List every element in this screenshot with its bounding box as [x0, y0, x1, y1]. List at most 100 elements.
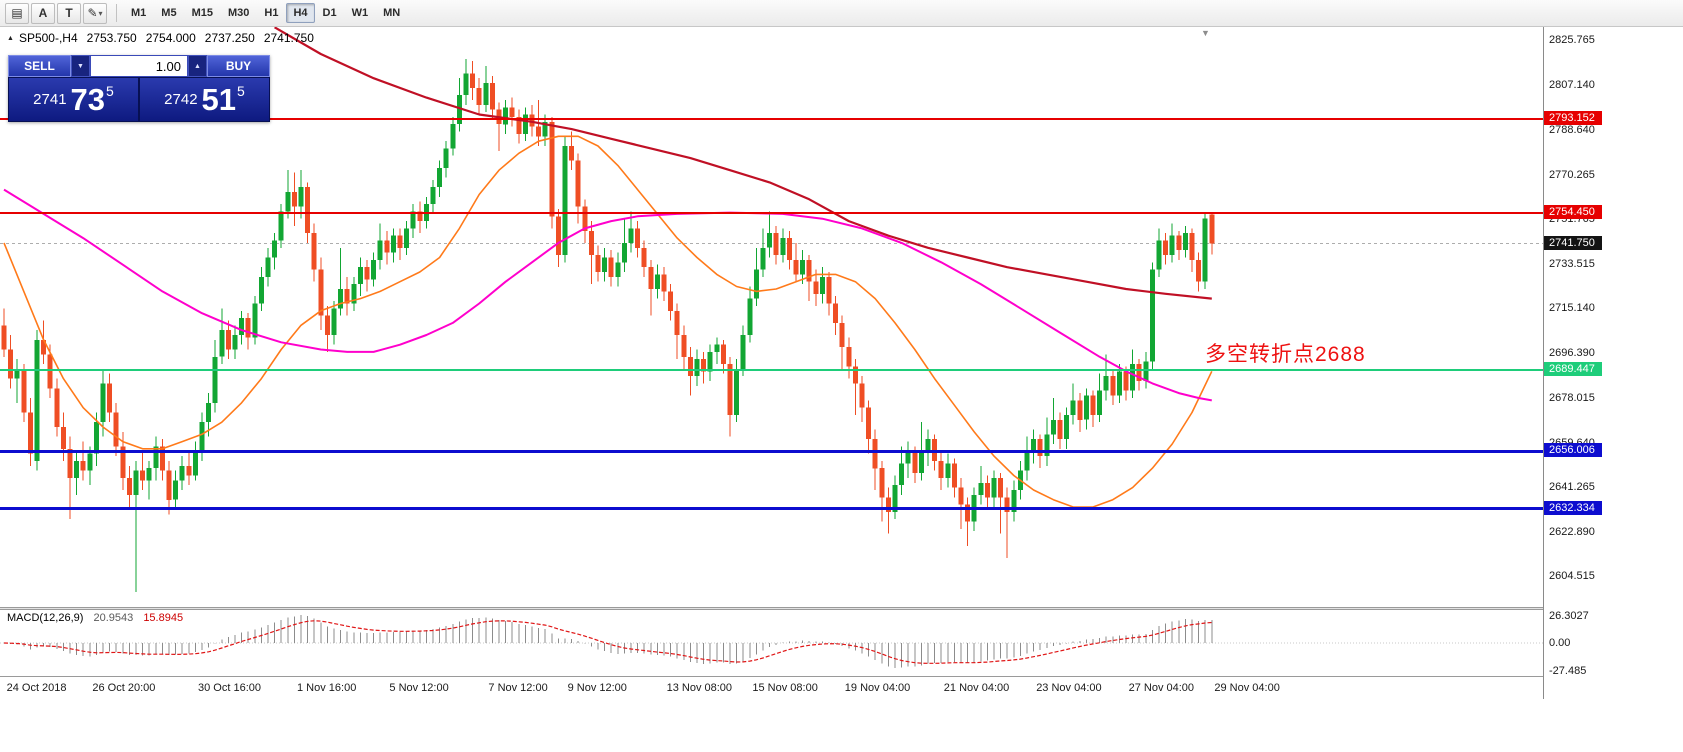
candle	[1024, 436, 1030, 481]
candle	[998, 473, 1004, 534]
candle	[569, 131, 575, 171]
candle	[258, 267, 264, 311]
candle	[199, 412, 205, 461]
macd-axis-label: 0.00	[1549, 637, 1571, 649]
candle	[331, 301, 337, 345]
volume-decrease-button[interactable]: ▼	[71, 55, 90, 77]
ohlc-open-value: 2753.750	[86, 31, 137, 45]
price-axis[interactable]: 2825.765 2807.140 2788.640 2770.265 2751.765…	[1543, 27, 1683, 699]
timeframe-toolbar: M1 M5 M15 M30 H1 H4 D1 W1 MN	[124, 3, 408, 23]
one-click-trading-panel: SELL ▼ ▲ BUY 2741 73 5 2742 51 5	[8, 55, 270, 122]
candle	[371, 252, 377, 287]
candle	[701, 351, 707, 384]
main-chart-canvas[interactable]	[0, 26, 1543, 607]
candle	[443, 141, 449, 178]
candle	[555, 209, 561, 268]
candle	[516, 109, 522, 144]
pane-splitter[interactable]	[0, 607, 1683, 610]
candle	[978, 465, 984, 505]
candle	[1011, 480, 1017, 522]
candle	[265, 247, 271, 287]
candle	[806, 255, 812, 302]
candle	[740, 325, 746, 377]
candle	[859, 376, 865, 423]
chart-shift-marker-icon[interactable]: ▼	[1201, 28, 1210, 38]
candle	[1070, 383, 1076, 425]
volume-increase-button[interactable]: ▲	[188, 55, 207, 77]
timeframe-button-m15[interactable]: M15	[191, 7, 213, 19]
timeframe-button-d1[interactable]: D1	[322, 7, 337, 19]
time-axis-label: 21 Nov 04:00	[943, 682, 1010, 694]
candle	[364, 259, 370, 292]
volume-input[interactable]	[90, 55, 188, 77]
candle	[357, 257, 363, 297]
sell-button[interactable]: SELL	[8, 55, 71, 77]
draw-tool-dropdown-icon[interactable]: ✎ ▾	[83, 2, 107, 24]
timeframe-button-w1[interactable]: W1	[351, 7, 369, 19]
candle	[179, 456, 185, 490]
text-frame-t-icon[interactable]: T	[57, 2, 81, 24]
candle	[813, 269, 819, 306]
candle	[1209, 213, 1215, 255]
time-axis-label: 29 Nov 04:00	[1214, 682, 1280, 694]
candle	[166, 461, 172, 515]
candle	[1, 308, 7, 357]
sell-price-superscript: 5	[106, 82, 114, 99]
candle	[1189, 228, 1195, 272]
candle	[1083, 388, 1089, 430]
candle	[925, 429, 931, 466]
price-axis-label: 2604.515	[1549, 570, 1595, 582]
macd-axis-label: 26.3027	[1549, 609, 1589, 622]
timeframe-button-m5[interactable]: M5	[161, 7, 177, 19]
price-axis-label: 2788.640	[1549, 123, 1595, 136]
candle	[582, 199, 588, 243]
buy-button[interactable]: BUY	[207, 55, 270, 77]
candle	[833, 296, 839, 335]
candle	[173, 470, 179, 510]
price-axis-label: 2770.265	[1549, 168, 1595, 181]
candle	[252, 296, 258, 345]
chart-annotation-text: 多空转折点2688	[1205, 343, 1366, 366]
candle	[87, 446, 93, 486]
candle	[674, 303, 680, 360]
candle	[285, 170, 291, 219]
time-axis-label: 24 Oct 2018	[6, 682, 67, 694]
candle	[146, 461, 152, 500]
text-label-a-icon[interactable]: A	[31, 2, 55, 24]
candle	[272, 233, 278, 270]
candle	[839, 315, 845, 369]
timeframe-button-m30[interactable]: M30	[227, 7, 250, 19]
candle	[232, 325, 238, 360]
timeframe-button-mn[interactable]: MN	[383, 7, 401, 19]
chart-symbol-header: ▲ SP500-,H4 2753.750 2754.000 2737.250 2…	[7, 31, 323, 45]
buy-price-display[interactable]: 2742 51 5	[140, 78, 269, 121]
candle	[1176, 230, 1182, 260]
candle	[635, 221, 641, 258]
candle	[991, 470, 997, 507]
price-axis-label: 2696.390	[1549, 347, 1595, 360]
price-axis-label: 2715.140	[1549, 302, 1595, 314]
candle	[773, 226, 779, 265]
time-axis[interactable]: 24 Oct 2018 26 Oct 20:00 30 Oct 16:00 1 Nov…	[0, 677, 1543, 699]
timeframe-button-h1[interactable]: H1	[264, 7, 279, 19]
candle	[437, 160, 443, 197]
timeframe-button-m1[interactable]: M1	[131, 7, 147, 19]
sell-price-display[interactable]: 2741 73 5	[9, 78, 138, 121]
candle	[470, 61, 476, 100]
time-axis-label: 19 Nov 04:00	[844, 682, 911, 694]
candle	[1149, 262, 1155, 369]
candle	[278, 204, 284, 248]
timeframe-button-h4[interactable]: H4	[286, 3, 315, 23]
toolbar-icon-group: ▤ A T ✎ ▾	[5, 2, 109, 24]
candle	[1031, 429, 1037, 464]
macd-chart-canvas[interactable]	[0, 610, 1543, 676]
candle	[747, 286, 753, 343]
candle	[21, 364, 27, 423]
candle	[338, 247, 344, 316]
price-axis-label: 2733.515	[1549, 257, 1595, 270]
candle	[344, 276, 350, 316]
chart-window-icon[interactable]: ▤	[5, 2, 29, 24]
candle	[1097, 373, 1103, 423]
price-line-badge: 2793.152	[1544, 111, 1602, 125]
